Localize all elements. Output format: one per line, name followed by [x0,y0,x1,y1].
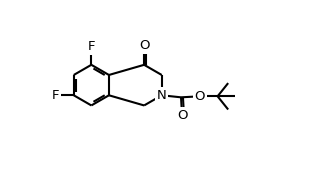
Text: O: O [177,109,187,122]
Text: N: N [157,89,166,102]
Text: O: O [139,39,149,52]
Text: F: F [88,40,95,53]
Text: F: F [52,89,59,102]
Text: O: O [194,90,205,103]
